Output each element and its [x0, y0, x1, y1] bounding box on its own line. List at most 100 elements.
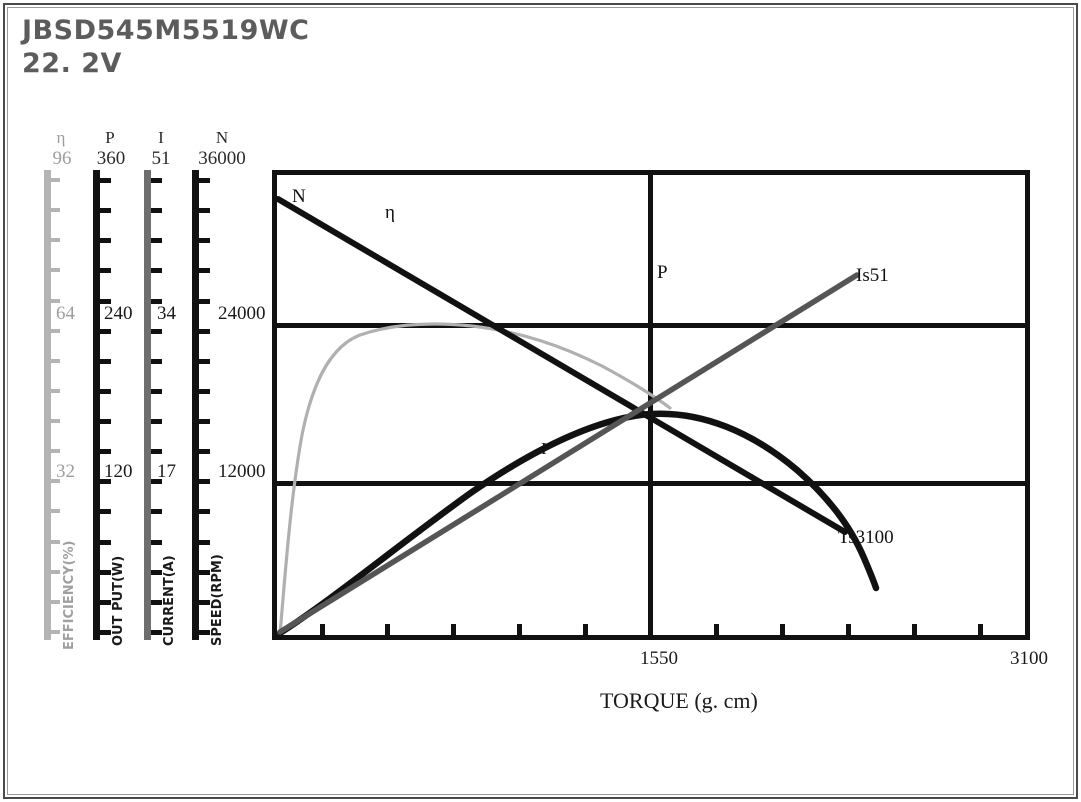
curve-label-current: I	[541, 439, 547, 458]
scale-tick	[51, 299, 60, 303]
x-axis-title: TORQUE (g. cm)	[600, 688, 758, 713]
scale-axis-current	[144, 170, 168, 640]
curve-label-power: P	[657, 262, 668, 283]
curve-layer	[275, 196, 880, 637]
scale-tick	[100, 449, 111, 454]
scale-tick	[51, 359, 60, 363]
scale-axis-power	[93, 170, 117, 640]
scale-tick	[51, 238, 60, 242]
scale-tick	[51, 570, 60, 574]
scale-tick	[51, 540, 60, 544]
scale-tick	[199, 449, 210, 454]
scale-bar-efficiency	[44, 170, 51, 640]
scale-low-current: 17	[157, 461, 176, 482]
model-title: JBSD545M5519WC	[22, 15, 310, 46]
scale-bar-current	[144, 170, 151, 640]
x-axis-max-label: 3100	[1010, 648, 1048, 669]
x-tick	[517, 624, 522, 635]
title-block: JBSD545M5519WC 22. 2V	[22, 14, 442, 80]
scale-mid-current: 34	[157, 303, 176, 324]
scale-tick	[51, 329, 60, 333]
x-tick	[451, 624, 456, 635]
scale-low-speed: 12000	[218, 461, 266, 482]
scale-tick	[100, 540, 111, 545]
outer-frame	[3, 3, 1078, 799]
scale-axis-efficiency	[44, 170, 68, 640]
x-tick	[320, 624, 325, 635]
axis-caption-current: CURRENT(A)	[162, 555, 177, 646]
x-tick	[714, 624, 719, 635]
scale-max-power: 360	[96, 148, 126, 169]
scale-tick	[199, 570, 210, 575]
scale-tick	[100, 419, 111, 424]
scale-symbol-efficiency: η	[56, 128, 66, 147]
scale-mid-speed: 24000	[218, 303, 266, 324]
scale-low-efficiency: 32	[56, 461, 75, 482]
scale-tick	[100, 600, 111, 605]
inner-frame	[7, 7, 1074, 795]
scale-tick	[151, 419, 162, 424]
x-tick	[780, 624, 785, 635]
scale-tick	[51, 479, 60, 483]
scale-tick	[151, 329, 162, 334]
scale-tick	[51, 509, 60, 513]
scale-tick	[199, 359, 210, 364]
scale-symbol-power: P	[105, 128, 115, 147]
scale-tick	[51, 419, 60, 423]
scale-tick	[199, 268, 210, 273]
scale-mid-power: 240	[104, 303, 133, 324]
plot-border-right	[1025, 170, 1030, 640]
scale-tick	[199, 208, 210, 213]
x-tick	[385, 624, 390, 635]
scale-tick	[100, 389, 111, 394]
scale-tick	[100, 359, 111, 364]
scale-tick	[151, 268, 162, 273]
scale-tick	[100, 238, 111, 243]
scale-tick	[51, 630, 60, 634]
scale-tick	[51, 268, 60, 272]
plot-border-left	[272, 170, 277, 640]
plot-area: N η P I Is51 Ts3100	[272, 170, 1030, 640]
efficiency-curve	[278, 322, 672, 636]
x-axis-mid-label: 1550	[640, 648, 678, 669]
scale-tick	[151, 238, 162, 243]
scale-tick	[151, 449, 162, 454]
axis-caption-speed: SPEED(RPM)	[210, 554, 225, 646]
scale-tick	[151, 509, 162, 514]
scale-bar-speed	[192, 170, 199, 640]
curve-label-efficiency: η	[385, 202, 395, 223]
scale-tick	[199, 540, 210, 545]
scale-tick	[100, 208, 111, 213]
x-tick	[912, 624, 917, 635]
scale-tick	[151, 479, 162, 484]
axis-caption-efficiency: EFFICIENCY(%)	[62, 540, 77, 650]
scale-tick	[151, 540, 162, 545]
x-tick	[978, 624, 983, 635]
scale-mid-efficiency: 64	[56, 303, 75, 324]
scale-tick	[100, 329, 111, 334]
scale-tick	[151, 299, 162, 304]
scale-tick	[100, 630, 111, 635]
scale-tick	[51, 449, 60, 453]
scale-tick	[199, 299, 210, 304]
scale-tick	[199, 630, 210, 635]
scale-tick	[199, 238, 210, 243]
scale-bar-power	[93, 170, 100, 640]
scale-max-speed: 36000	[198, 148, 246, 169]
scale-tick	[199, 600, 210, 605]
power-curve	[276, 410, 880, 637]
scale-tick	[151, 630, 162, 635]
x-tick	[846, 624, 851, 635]
scale-tick	[100, 268, 111, 273]
scale-tick	[100, 509, 111, 514]
label-stall-current: Is51	[856, 265, 889, 286]
scale-tick	[199, 178, 210, 183]
x-tick	[583, 624, 588, 635]
scale-symbol-speed: N	[215, 128, 229, 147]
scale-tick	[199, 389, 210, 394]
scale-tick	[199, 419, 210, 424]
scale-symbol-current: I	[158, 128, 164, 147]
scale-tick	[199, 479, 210, 484]
scale-tick	[100, 178, 111, 183]
scale-tick	[151, 359, 162, 364]
